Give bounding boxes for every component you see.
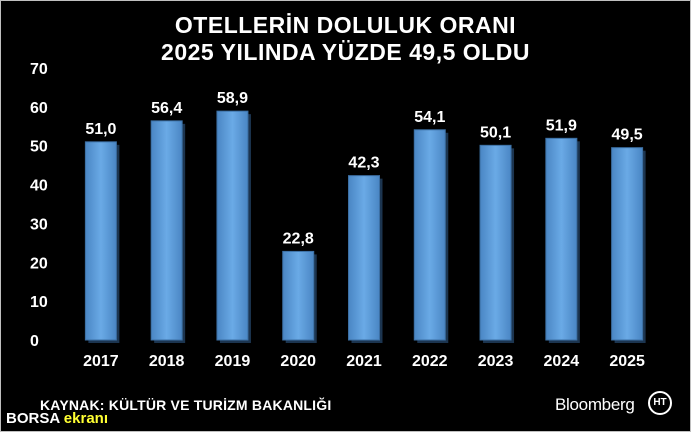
ht-logo-icon: HT [648,391,672,415]
y-tick-label: 0 [30,333,39,350]
title-line-2: 2025 YILINDA YÜZDE 49,5 OLDU [161,39,530,65]
bars-group: 51,0 56,4 58,9 22,8 42,3 54,1 50,1 51,9 49,5 [84,90,646,344]
bar [150,120,183,341]
data-label: 58,9 [217,90,248,107]
bar [84,141,117,341]
data-label: 51,9 [546,117,577,134]
x-tick-label: 2025 [609,353,645,370]
data-label: 50,1 [480,124,511,141]
data-label: 22,8 [283,230,314,247]
data-label: 54,1 [414,109,445,126]
watermark-ekrani: ekranı [63,410,108,427]
data-label: 49,5 [612,127,643,144]
bloomberg-logo: Bloomberg [555,395,635,414]
watermark-borsa: BORSA [6,410,60,427]
x-axis: 2017 2018 2019 2020 2021 2022 2023 2024 2025 [83,353,645,370]
chart-title: OTELLERİN DOLULUK ORANI 2025 YILINDA YÜZ… [0,12,691,66]
y-tick-label: 30 [30,216,48,233]
y-tick-label: 50 [30,139,48,156]
watermark: BORSA ekranı [6,410,108,427]
bar [348,175,380,341]
data-label: 51,0 [85,121,116,138]
x-tick-label: 2024 [544,353,580,370]
data-label: 56,4 [151,100,182,117]
bar [479,144,512,341]
x-tick-label: 2022 [412,353,448,370]
title-line-1: OTELLERİN DOLULUK ORANI [174,12,517,38]
source-note: KAYNAK: KÜLTÜR VE TURİZM BAKANLIĞI [40,397,332,413]
y-tick-label: 40 [30,178,48,195]
x-tick-label: 2023 [478,353,514,370]
x-tick-label: 2021 [346,353,382,370]
y-tick-label: 10 [30,294,48,311]
bar [611,147,644,341]
x-tick-label: 2018 [149,353,185,370]
y-tick-label: 20 [30,255,48,272]
bar [282,250,315,341]
y-tick-label: 60 [30,100,48,117]
x-tick-label: 2017 [83,353,119,370]
bar [545,137,578,341]
bar [216,110,249,341]
x-tick-label: 2020 [280,353,316,370]
bar [413,129,446,341]
data-label: 42,3 [348,155,379,172]
x-tick-label: 2019 [215,353,251,370]
y-axis: 0 10 20 30 40 50 60 70 [30,61,48,350]
y-tick-label: 70 [30,61,48,78]
